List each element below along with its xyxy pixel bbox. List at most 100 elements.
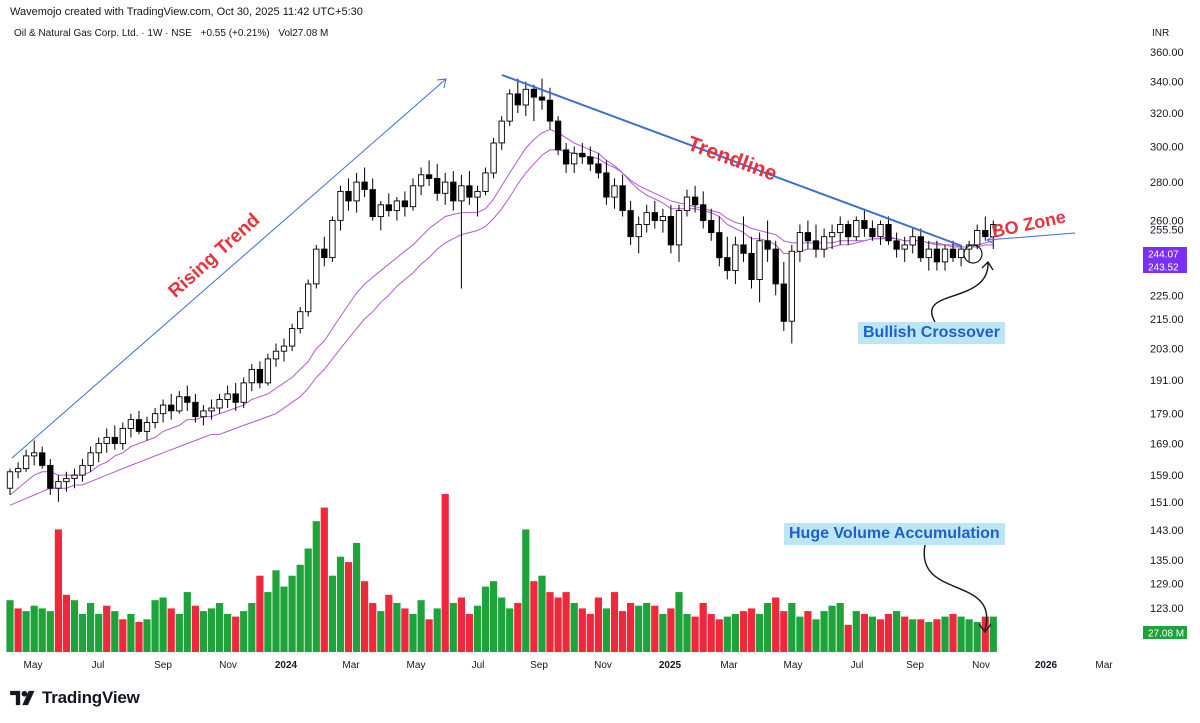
candle-body <box>925 248 932 259</box>
volume-bar <box>328 575 336 652</box>
tradingview-wordmark: TradingView <box>42 688 140 707</box>
volume-bar <box>893 611 901 652</box>
candle-body <box>458 185 465 202</box>
candle-body <box>288 328 296 347</box>
candle-body <box>377 204 384 217</box>
candle <box>176 391 183 414</box>
volume-bar <box>957 616 965 652</box>
candle <box>159 399 167 423</box>
volume-bar <box>191 605 199 652</box>
time-axis[interactable]: May Jul Sep Nov 2024 Mar May Jul Sep Nov 2025 Mar Ma… <box>24 660 1114 671</box>
candle <box>87 446 94 472</box>
candle-body <box>208 407 215 412</box>
candle-body <box>474 190 481 198</box>
volume-bar <box>522 529 530 652</box>
candle <box>417 167 425 196</box>
candle <box>361 167 368 198</box>
volume-bar <box>788 603 796 652</box>
price-badge-label: 27.08 M <box>1148 629 1184 640</box>
crossover-arrow <box>931 261 989 323</box>
candle <box>337 185 344 231</box>
candle <box>828 224 836 250</box>
candle-body <box>482 172 489 192</box>
candle <box>772 240 779 296</box>
candle-body <box>893 240 900 250</box>
chart-credit: Wavemojo created with TradingView.com, O… <box>10 6 363 18</box>
volume-bar <box>224 613 232 652</box>
candle-body <box>780 283 787 322</box>
volume-bar <box>30 605 38 652</box>
volume-bar <box>570 603 578 652</box>
time-tick-label: 2025 <box>659 660 682 671</box>
drawings: Rising Trend Trendline BO Zone <box>11 74 1076 634</box>
candle-body <box>119 427 126 444</box>
volume-bar <box>506 608 514 652</box>
price-badge-bg <box>1143 260 1187 273</box>
candle-body <box>39 452 46 466</box>
ema-long-line <box>9 149 994 506</box>
candle-body <box>280 345 288 352</box>
candle <box>31 440 38 466</box>
candle-body <box>95 443 102 454</box>
candle <box>240 377 247 408</box>
price-badge: 243.52 <box>1143 260 1187 274</box>
candle-body <box>643 212 650 225</box>
candle <box>506 89 513 127</box>
candle <box>256 361 264 389</box>
candle <box>168 393 175 420</box>
candle <box>901 236 908 262</box>
candle-body <box>369 189 376 218</box>
candle <box>691 185 699 213</box>
volume-bar <box>981 616 989 652</box>
candle-body <box>143 422 151 432</box>
candle <box>280 338 288 362</box>
candle-body <box>853 220 860 238</box>
volume-bar <box>651 605 659 652</box>
candle <box>321 236 328 267</box>
candle <box>522 81 529 117</box>
symbol-label[interactable]: Oil & Natural Gas Corp. Ltd. · 1W · NSE <box>14 28 192 39</box>
volume-bar <box>62 594 70 652</box>
candle <box>974 224 981 250</box>
candle <box>635 216 642 254</box>
candle <box>482 167 489 196</box>
volume-bar <box>941 616 949 652</box>
candle-body <box>700 204 707 221</box>
candle <box>216 393 223 414</box>
tradingview-logo[interactable]: TradingView <box>8 688 140 708</box>
candle-body <box>127 419 135 429</box>
volume-bar <box>602 608 610 652</box>
candle <box>619 174 626 217</box>
candle-body <box>619 185 626 212</box>
candle-body <box>321 248 328 259</box>
candle-body <box>264 358 272 384</box>
price-axis[interactable]: 360.00 340.00 320.00 300.00 280.00 260.00255.… <box>1150 47 1184 615</box>
candle <box>611 178 618 209</box>
volume-bar <box>852 611 860 652</box>
candle <box>385 193 392 217</box>
candle-body <box>546 99 554 122</box>
candle-body <box>248 368 255 384</box>
volume-bar <box>538 575 546 652</box>
price-tick-label: 143.00 <box>1150 525 1184 537</box>
candle-body <box>111 436 118 444</box>
volume-bar <box>659 613 667 652</box>
candle-body <box>933 248 941 263</box>
candle <box>369 178 376 221</box>
candle-body <box>22 455 30 470</box>
candle-body <box>691 196 699 206</box>
candle <box>812 224 820 258</box>
candle <box>248 364 255 392</box>
volume-bar <box>643 603 651 652</box>
volume-bar <box>739 611 748 652</box>
volume-bar <box>828 605 836 652</box>
candle <box>788 244 795 344</box>
candle-body <box>353 181 360 202</box>
volume-bar <box>216 603 224 652</box>
candle <box>353 172 360 213</box>
candle <box>297 307 304 334</box>
price-tick-label: 260.00 <box>1150 216 1184 228</box>
candle-body <box>885 224 892 242</box>
candle <box>55 475 62 502</box>
